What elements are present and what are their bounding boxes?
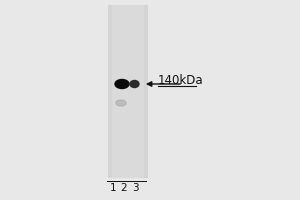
Bar xyxy=(108,5,148,178)
Text: 2: 2 xyxy=(121,183,127,193)
Bar xyxy=(112,5,144,178)
Text: 1: 1 xyxy=(110,183,116,193)
Text: 3: 3 xyxy=(132,183,138,193)
Ellipse shape xyxy=(130,80,139,88)
Ellipse shape xyxy=(116,100,126,106)
Text: 140kDa: 140kDa xyxy=(158,74,204,88)
Ellipse shape xyxy=(115,79,129,88)
